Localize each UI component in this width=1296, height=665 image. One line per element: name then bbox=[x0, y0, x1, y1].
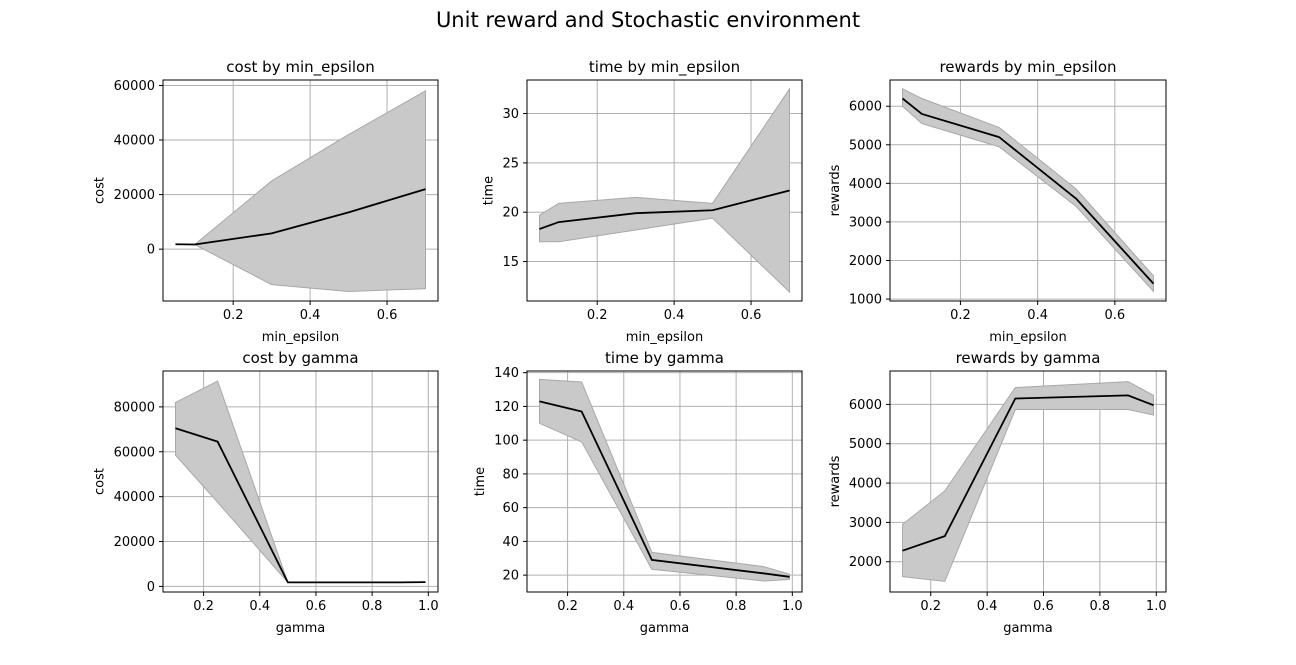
x-tick-label: 0.4 bbox=[300, 308, 321, 323]
x-tick-label: 0.4 bbox=[977, 599, 998, 614]
y-tick-label: 3000 bbox=[849, 516, 882, 531]
y-axis-label: time bbox=[481, 176, 496, 205]
subplot-title: time by min_epsilon bbox=[589, 58, 740, 77]
y-tick-label: 40000 bbox=[114, 134, 155, 149]
figure-title: Unit reward and Stochastic environment bbox=[435, 8, 861, 32]
x-tick-label: 0.8 bbox=[362, 599, 383, 614]
y-axis-label: rewards bbox=[828, 455, 843, 507]
confidence-band bbox=[902, 88, 1154, 293]
x-tick-label: 1.0 bbox=[1146, 599, 1167, 614]
y-tick-label: 25 bbox=[502, 156, 519, 171]
y-tick-label: 5000 bbox=[849, 138, 882, 153]
x-tick-label: 0.4 bbox=[249, 599, 270, 614]
y-tick-label: 2000 bbox=[849, 555, 882, 570]
y-tick-label: 30 bbox=[502, 107, 519, 122]
x-tick-label: 0.2 bbox=[920, 599, 941, 614]
y-tick-label: 5000 bbox=[849, 437, 882, 452]
confidence-band bbox=[175, 90, 426, 292]
y-tick-label: 3000 bbox=[849, 215, 882, 230]
x-tick-label: 0.6 bbox=[306, 599, 327, 614]
confidence-band bbox=[902, 381, 1154, 582]
y-axis-label: cost bbox=[93, 177, 108, 204]
subplot-title: time by gamma bbox=[605, 349, 724, 367]
x-tick-label: 0.2 bbox=[223, 308, 244, 323]
y-tick-label: 1000 bbox=[849, 293, 882, 308]
axes-frame bbox=[889, 79, 1167, 302]
subplot-2: 0.2 0.4 0.6 15 20 25 30 time by min_epsilon min_… bbox=[481, 58, 803, 345]
x-tick-label: 0.4 bbox=[613, 599, 634, 614]
y-tick-label: 15 bbox=[502, 255, 519, 270]
x-axis-label: gamma bbox=[276, 621, 326, 636]
y-tick-label: 4000 bbox=[849, 477, 882, 492]
y-tick-label: 40 bbox=[502, 535, 519, 550]
x-axis-label: min_epsilon bbox=[989, 330, 1066, 345]
subplot-title: cost by min_epsilon bbox=[226, 58, 374, 77]
x-tick-label: 1.0 bbox=[418, 599, 439, 614]
x-axis-label: min_epsilon bbox=[626, 330, 703, 345]
confidence-band bbox=[539, 87, 790, 294]
y-tick-label: 100 bbox=[494, 434, 519, 449]
axes-frame bbox=[162, 79, 439, 302]
subplot-5: 0.2 0.4 0.6 0.8 1.0 20 40 60 80 100 120 140 time by … bbox=[473, 349, 803, 636]
y-tick-label: 2000 bbox=[849, 254, 882, 269]
subplot-title: cost by gamma bbox=[242, 349, 358, 367]
x-tick-label: 0.4 bbox=[664, 308, 685, 323]
subplot-1: 0.2 0.4 0.6 0 20000 40000 60000 cost by min_eps… bbox=[93, 58, 439, 345]
x-tick-label: 0.6 bbox=[377, 308, 398, 323]
x-tick-label: 0.6 bbox=[670, 599, 691, 614]
axes-frame bbox=[889, 370, 1167, 593]
x-tick-label: 0.6 bbox=[741, 308, 762, 323]
x-tick-label: 0.2 bbox=[557, 599, 578, 614]
y-tick-label: 4000 bbox=[849, 177, 882, 192]
y-axis-label: time bbox=[473, 467, 488, 496]
x-axis-label: min_epsilon bbox=[262, 330, 339, 345]
x-tick-label: 1.0 bbox=[782, 599, 803, 614]
confidence-band bbox=[175, 380, 426, 583]
y-tick-label: 6000 bbox=[849, 100, 882, 115]
y-axis-label: rewards bbox=[828, 164, 843, 216]
y-tick-label: 80000 bbox=[114, 400, 155, 415]
subplot-4: 0.2 0.4 0.6 0.8 1.0 0 20000 40000 60000 80000 cost… bbox=[93, 349, 439, 636]
y-tick-label: 60 bbox=[502, 501, 519, 516]
y-tick-label: 0 bbox=[147, 580, 155, 595]
x-tick-label: 0.2 bbox=[950, 308, 971, 323]
x-axis-label: gamma bbox=[1003, 621, 1053, 636]
y-tick-label: 20000 bbox=[114, 535, 155, 550]
y-tick-label: 60000 bbox=[114, 445, 155, 460]
y-tick-label: 20 bbox=[502, 569, 519, 584]
y-axis-label: cost bbox=[93, 468, 108, 495]
y-tick-label: 80 bbox=[502, 467, 519, 482]
y-tick-label: 6000 bbox=[849, 398, 882, 413]
x-tick-label: 0.4 bbox=[1027, 308, 1048, 323]
subplot-title: rewards by min_epsilon bbox=[939, 58, 1116, 77]
x-tick-label: 0.2 bbox=[193, 599, 214, 614]
y-tick-label: 20000 bbox=[114, 188, 155, 203]
axes-frame bbox=[526, 79, 803, 302]
axes-frame bbox=[526, 370, 803, 593]
x-axis-label: gamma bbox=[640, 621, 690, 636]
y-tick-label: 140 bbox=[494, 366, 519, 381]
x-tick-label: 0.6 bbox=[1105, 308, 1126, 323]
y-tick-label: 20 bbox=[502, 206, 519, 221]
x-tick-label: 0.6 bbox=[1033, 599, 1054, 614]
y-tick-label: 120 bbox=[494, 400, 519, 415]
confidence-band bbox=[539, 378, 790, 582]
x-tick-label: 0.2 bbox=[587, 308, 608, 323]
y-tick-label: 40000 bbox=[114, 490, 155, 505]
subplot-3: 0.2 0.4 0.6 1000 2000 3000 4000 5000 6000 rewards… bbox=[828, 58, 1167, 345]
y-tick-label: 0 bbox=[147, 243, 155, 258]
subplot-6: 0.2 0.4 0.6 0.8 1.0 2000 3000 4000 5000 6000 rewar… bbox=[828, 349, 1167, 636]
x-tick-label: 0.8 bbox=[1090, 599, 1111, 614]
x-tick-label: 0.8 bbox=[726, 599, 747, 614]
y-tick-label: 60000 bbox=[114, 79, 155, 94]
subplot-title: rewards by gamma bbox=[956, 349, 1101, 367]
axes-frame bbox=[162, 370, 439, 593]
